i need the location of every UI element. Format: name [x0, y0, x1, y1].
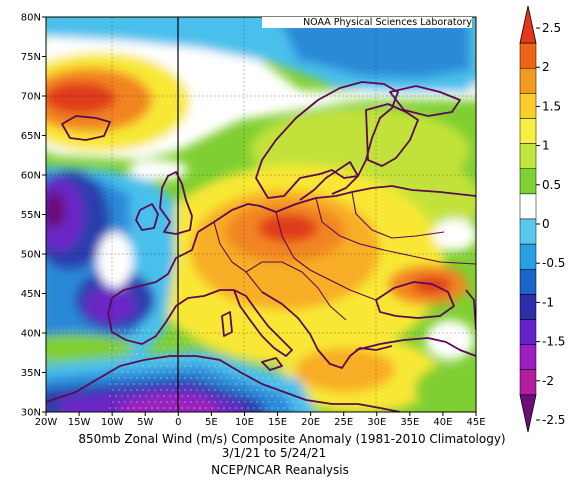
lat-label: 40N	[21, 329, 41, 340]
coast-finland	[365, 103, 419, 167]
colorbar-label: 2	[542, 60, 550, 74]
lat-ticks: 80N 75N 70N 65N 60N 55N 50N 45N 40N 35N 30N	[21, 13, 46, 419]
lat-label: 70N	[21, 92, 41, 103]
field-southeast-green	[415, 366, 475, 412]
colorbar: 2.5 2 1.5 1 0.5 0 -0.5 -1 -1.5 -2 -2.5	[519, 5, 565, 433]
coast-balkans	[261, 291, 393, 369]
coastlines	[46, 81, 476, 412]
colorbar-swatch	[519, 369, 537, 396]
field-east-white	[433, 219, 476, 251]
lat-label: 30N	[21, 408, 41, 419]
caption-dates: 3/1/21 to 5/24/21	[221, 446, 327, 460]
field-central-red	[258, 214, 318, 242]
border-1	[213, 221, 263, 293]
colorbar-swatch	[519, 394, 537, 433]
colorbar-swatch	[519, 218, 537, 245]
lon-label: 25E	[334, 417, 353, 428]
colorbar-swatch	[519, 5, 537, 44]
coast-blacksea	[375, 281, 455, 319]
colorbar-swatch	[519, 243, 537, 270]
lat-label: 60N	[21, 171, 41, 182]
colorbar-label: 0	[542, 217, 550, 231]
field-atlantic-dpurple	[46, 192, 66, 228]
colorbar-label: -1.5	[542, 335, 565, 349]
border-2	[275, 211, 377, 301]
field-upper-right-cyan	[300, 60, 470, 92]
colorbar-swatch	[519, 344, 537, 370]
border-3	[315, 197, 476, 265]
field-norwegian-red	[46, 82, 116, 114]
lat-label: 35N	[21, 368, 41, 379]
coast-italy	[233, 289, 293, 357]
coast-baltic	[299, 161, 359, 201]
field-upper-right-blue	[280, 20, 470, 78]
colorbar-label: 0.5	[542, 178, 561, 192]
anomaly-field	[46, 17, 476, 412]
coast-ireland	[135, 203, 159, 231]
colorbar-swatch	[519, 193, 537, 220]
caption-title: 850mb Zonal Wind (m/s) Composite Anomaly…	[78, 432, 506, 446]
lon-label: 40E	[433, 417, 452, 428]
colorbar-swatch	[519, 168, 537, 195]
colorbar-label: 1.5	[542, 99, 561, 113]
colorbar-swatch	[519, 118, 537, 144]
colorbar-label: -1	[542, 295, 554, 309]
lon-label: 5W	[137, 417, 153, 428]
coast-caspian	[465, 289, 476, 331]
colorbar-swatch	[519, 68, 537, 94]
lon-label: 35E	[400, 417, 419, 428]
coast-kola	[389, 85, 461, 117]
colorbar-swatch	[519, 269, 537, 295]
colorbar-label: 2.5	[542, 21, 561, 35]
coast-turkey	[355, 337, 476, 357]
coast-africa	[46, 355, 401, 412]
lat-label: 80N	[21, 13, 41, 24]
colorbar-label: -2.5	[542, 413, 565, 427]
caption-source: NCEP/NCAR Reanalysis	[211, 463, 349, 477]
coast-britain	[159, 171, 193, 235]
coast-scandinavia	[255, 81, 399, 199]
field-south-lorange	[295, 348, 395, 392]
colorbar-label: -0.5	[542, 256, 565, 270]
lat-label: 50N	[21, 250, 41, 261]
field-atlantic-green	[46, 334, 135, 362]
coast-sicily	[261, 357, 283, 371]
colorbar-swatch	[519, 319, 537, 345]
colorbar-label: -2	[542, 374, 554, 388]
lat-label: 55N	[21, 210, 41, 221]
colorbar-swatch	[519, 42, 537, 69]
field-africa-dpurple	[120, 396, 220, 412]
colorbar-label: 1	[542, 139, 550, 153]
field-uk-white	[128, 160, 188, 180]
lon-ticks: 20W 15W 10W 5W 0 5E 10E 15E 20E 25E 30E 35E 40E 45E	[35, 412, 486, 428]
lon-label: 45E	[466, 417, 485, 428]
lon-label: 15W	[68, 417, 91, 428]
border-4	[245, 261, 347, 321]
lon-label: 10W	[101, 417, 124, 428]
stipple	[109, 329, 300, 409]
coast-sardinia	[221, 311, 233, 337]
colorbar-swatch	[519, 294, 537, 320]
coast-iceland	[61, 115, 111, 141]
lon-label: 20E	[301, 417, 320, 428]
lon-label: 15E	[268, 417, 287, 428]
lon-label: 0	[175, 417, 181, 428]
lon-label: 5E	[205, 417, 218, 428]
lat-label: 75N	[21, 52, 41, 63]
border-5	[351, 191, 445, 239]
colorbar-swatch	[519, 143, 537, 169]
coast-france-iberia	[107, 231, 234, 345]
colorbar-swatch	[519, 93, 537, 119]
lat-label: 45N	[21, 289, 41, 300]
lon-label: 30E	[367, 417, 386, 428]
lat-label: 65N	[21, 131, 41, 142]
lon-label: 10E	[235, 417, 254, 428]
credit-label: NOAA Physical Sciences Laboratory	[262, 17, 472, 28]
lon-label: 20W	[35, 417, 58, 428]
field-atlantic-white	[97, 232, 133, 288]
